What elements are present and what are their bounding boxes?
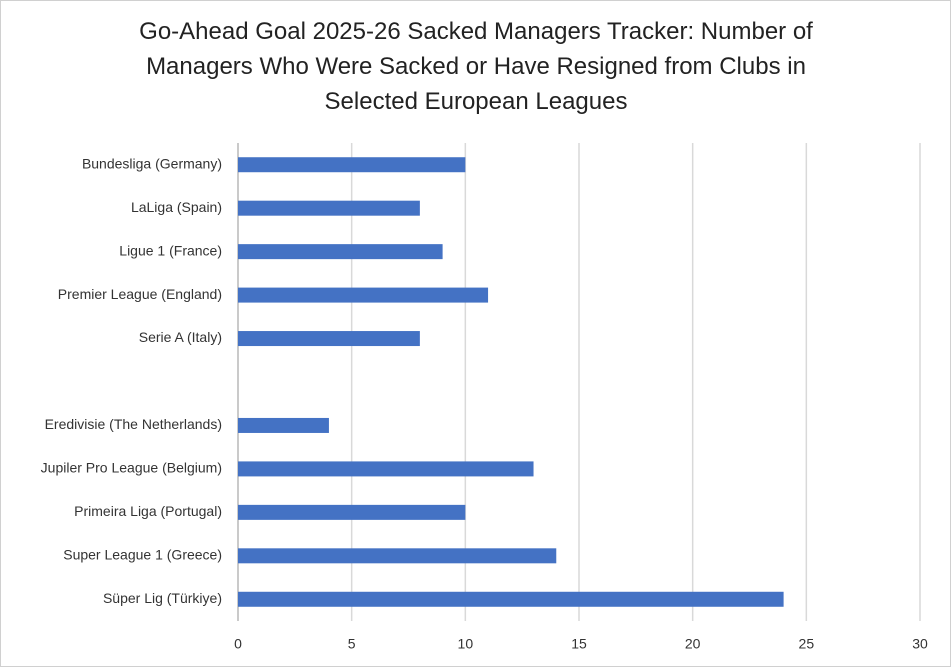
bar	[238, 331, 420, 347]
bar	[238, 504, 466, 520]
x-tick-label: 0	[234, 636, 242, 652]
bar	[238, 200, 420, 216]
x-tick-label: 10	[458, 636, 474, 652]
bar	[238, 417, 329, 433]
bar	[238, 287, 489, 303]
y-tick-label: Bundesliga (Germany)	[82, 155, 222, 171]
x-tick-label: 5	[348, 636, 356, 652]
chart-title: Go-Ahead Goal 2025-26 Sacked Managers Tr…	[139, 18, 813, 115]
x-tick-label: 30	[912, 636, 928, 652]
y-tick-label: Primeira Liga (Portugal)	[74, 503, 222, 519]
y-tick-label: Jupiler Pro League (Belgium)	[41, 460, 222, 476]
y-tick-label: Eredivisie (The Netherlands)	[45, 416, 222, 432]
bar	[238, 461, 534, 477]
y-tick-label: Ligue 1 (France)	[119, 242, 222, 258]
x-tick-label: 15	[571, 636, 587, 652]
x-tick-label: 20	[685, 636, 701, 652]
bar	[238, 157, 466, 173]
y-tick-label: Premier League (England)	[58, 286, 222, 302]
bar	[238, 548, 557, 564]
bar	[238, 591, 784, 607]
y-tick-label: Serie A (Italy)	[139, 329, 222, 345]
y-tick-label: Super League 1 (Greece)	[63, 547, 222, 563]
x-tick-label: 25	[799, 636, 815, 652]
y-tick-label: Süper Lig (Türkiye)	[103, 590, 222, 606]
y-tick-label: LaLiga (Spain)	[131, 199, 222, 215]
bar	[238, 244, 443, 260]
